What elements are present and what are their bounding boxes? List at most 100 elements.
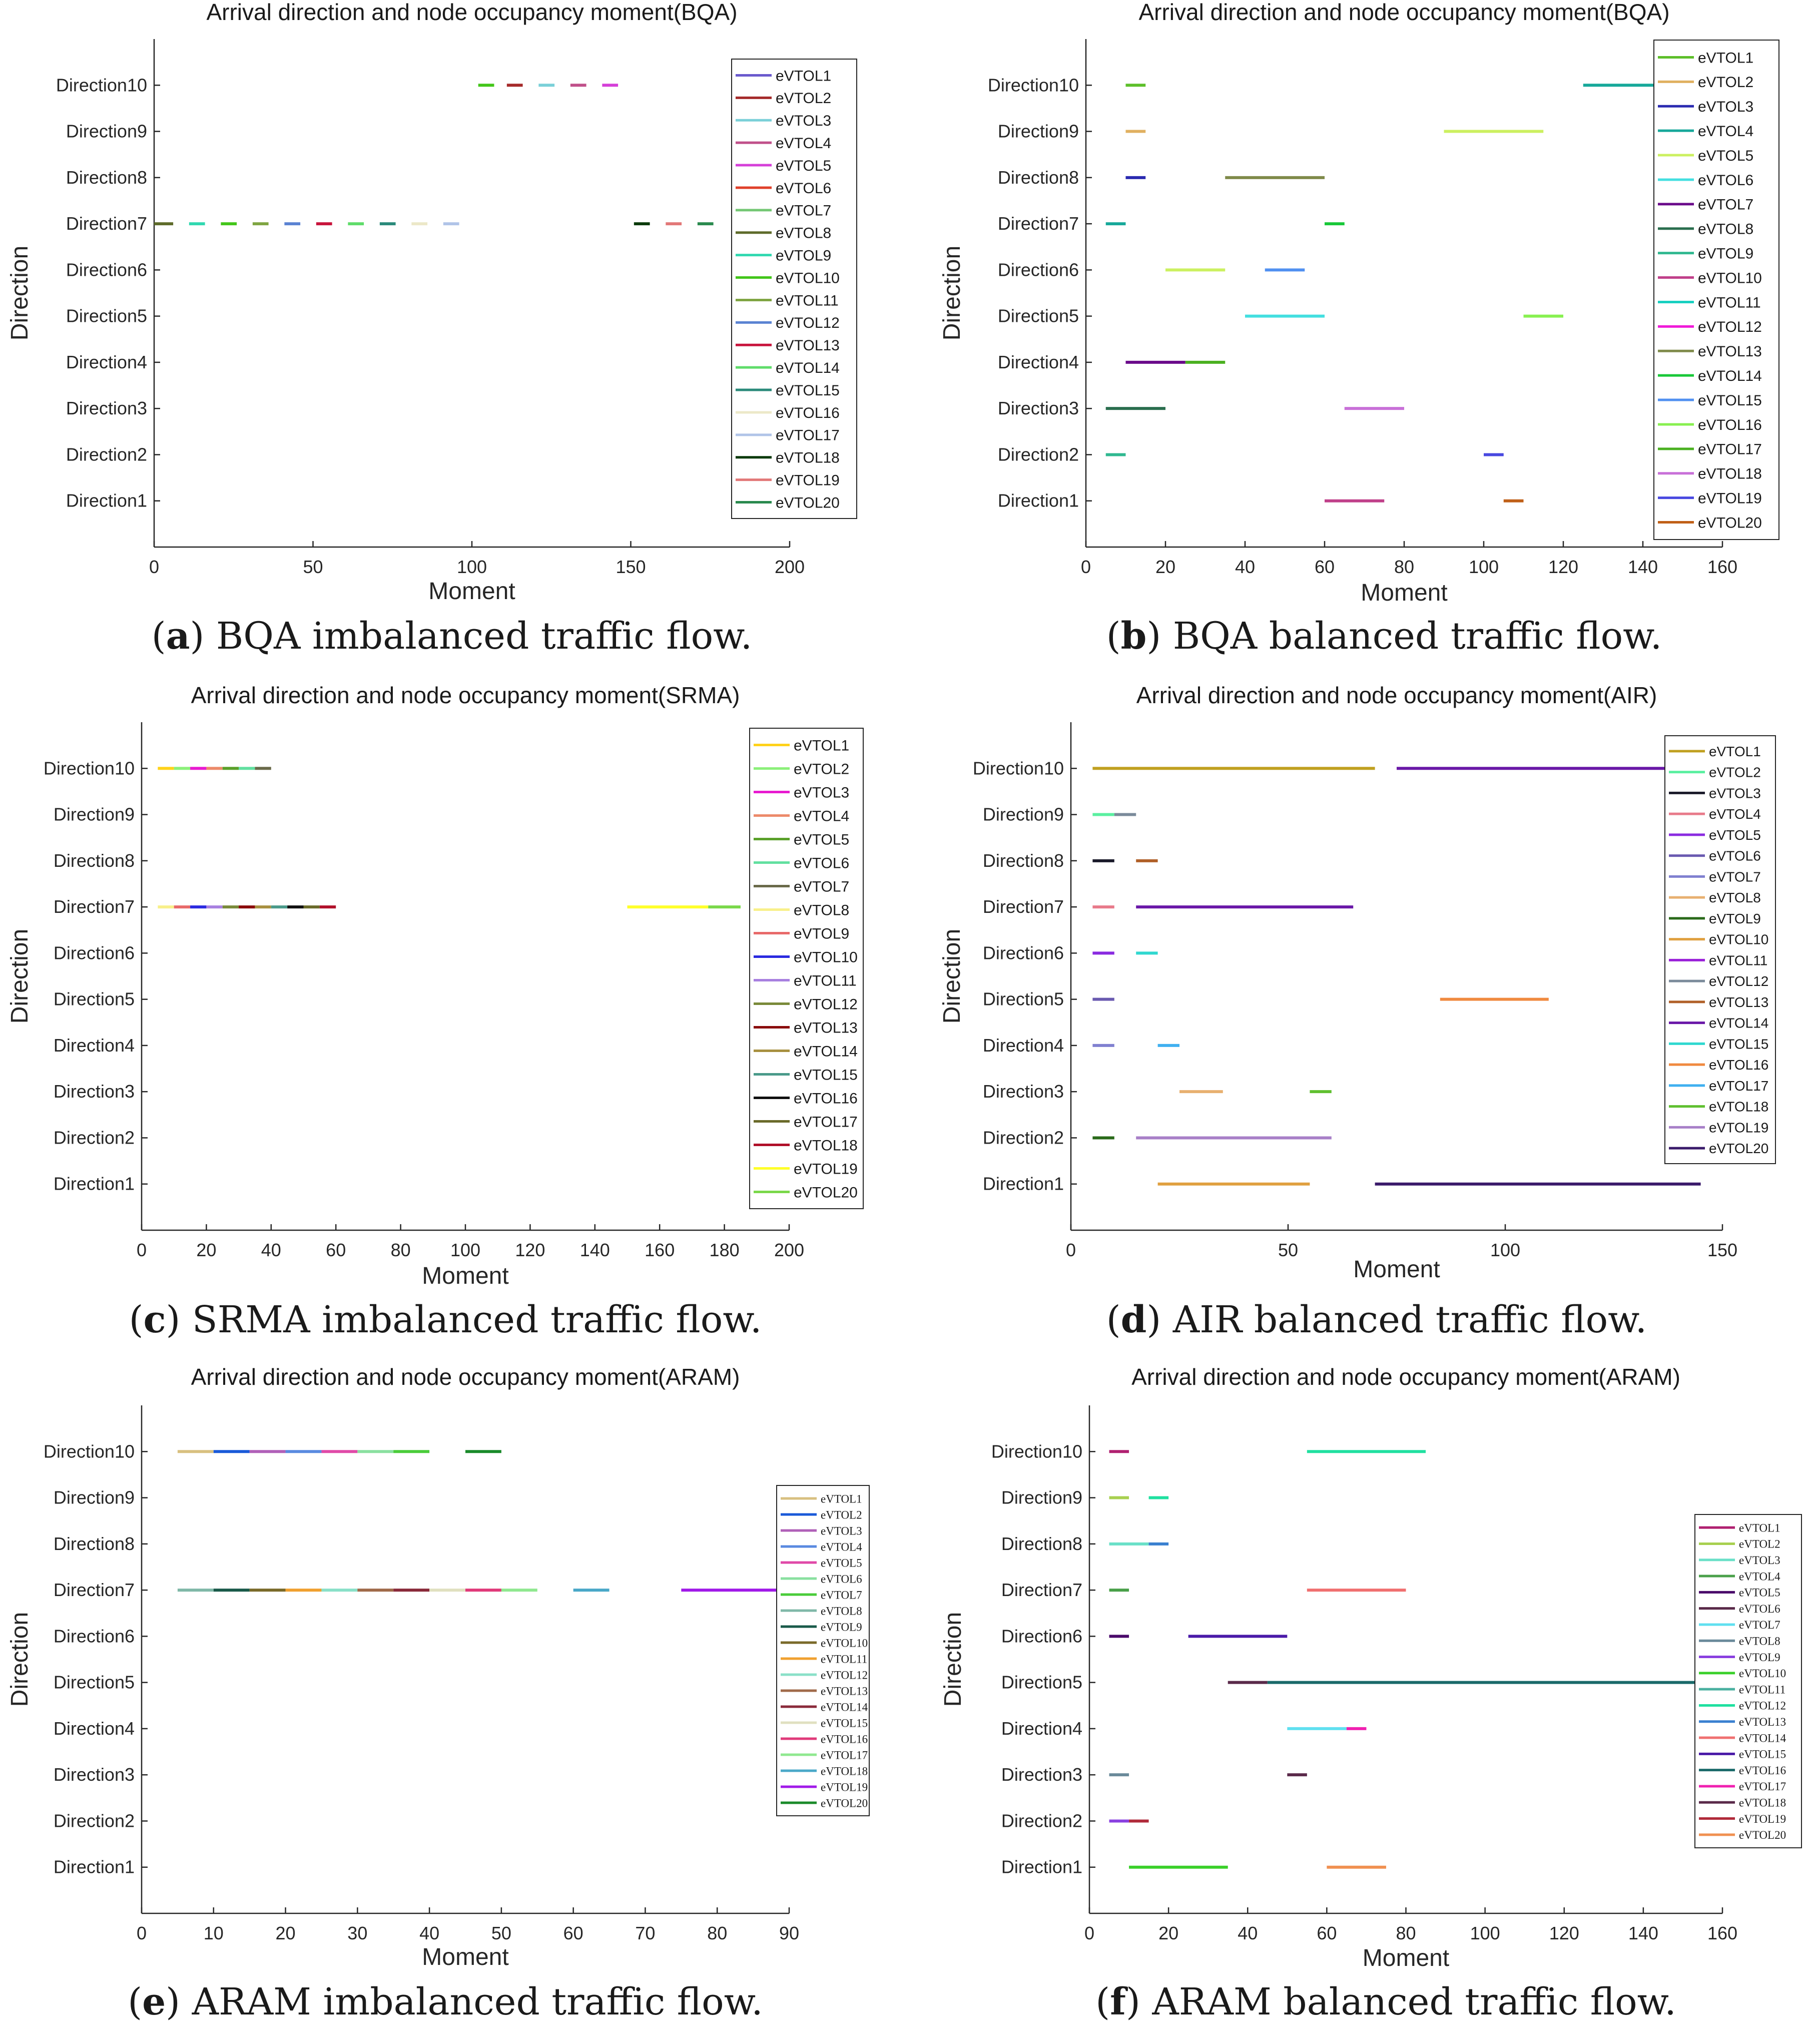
legend-label: eVTOL13 [776, 337, 840, 354]
legend-label: eVTOL6 [776, 180, 831, 197]
legend-label: eVTOL6 [1739, 1603, 1780, 1615]
y-tick-label: Direction9 [54, 1487, 135, 1508]
y-tick-label: Direction4 [54, 1718, 135, 1739]
y-axis-label: Direction [7, 246, 33, 340]
x-tick-label: 60 [1317, 1923, 1337, 1943]
legend-label: eVTOL10 [1698, 270, 1762, 286]
legend-label: eVTOL9 [1709, 911, 1761, 926]
legend-label: eVTOL10 [821, 1637, 868, 1649]
caption: (b) BQA balanced traffic flow. [1106, 615, 1662, 658]
legend-label: eVTOL16 [1739, 1764, 1786, 1777]
x-tick-label: 40 [419, 1923, 439, 1943]
legend-label: eVTOL14 [1698, 368, 1762, 384]
legend-label: eVTOL9 [1698, 245, 1753, 262]
legend-label: eVTOL20 [1709, 1141, 1768, 1156]
legend-label: eVTOL1 [1739, 1521, 1780, 1534]
y-tick-label: Direction4 [1001, 1718, 1082, 1739]
caption-label: f [1110, 1980, 1128, 2023]
legend-label: eVTOL19 [1698, 490, 1762, 506]
y-tick-label: Direction3 [1001, 1764, 1082, 1785]
legend-label: eVTOL13 [1739, 1716, 1786, 1728]
chart-panel-f: Arrival direction and node occupancy mom… [940, 1364, 1802, 2023]
legend-label: eVTOL3 [1698, 99, 1753, 115]
legend-label: eVTOL14 [794, 1043, 858, 1060]
caption-label: c [143, 1298, 166, 1341]
legend-label: eVTOL3 [1709, 785, 1761, 801]
legend-label: eVTOL16 [1698, 417, 1762, 433]
legend-label: eVTOL2 [1739, 1538, 1780, 1551]
legend-box [749, 728, 864, 1209]
y-tick-label: Direction5 [983, 989, 1064, 1009]
legend-label: eVTOL18 [1739, 1797, 1786, 1809]
x-tick-label: 0 [137, 1240, 147, 1260]
y-tick-label: Direction10 [988, 75, 1079, 95]
legend-label: eVTOL6 [794, 855, 849, 871]
legend-label: eVTOL13 [821, 1685, 868, 1697]
legend-label: eVTOL17 [776, 427, 840, 444]
caption-paren: ( [1106, 1298, 1121, 1341]
y-tick-label: Direction2 [54, 1127, 135, 1148]
x-tick-label: 150 [616, 557, 646, 577]
legend-box [1664, 735, 1776, 1164]
caption-text: SRMA imbalanced traffic flow. [180, 1298, 762, 1341]
legend-label: eVTOL17 [1739, 1780, 1786, 1793]
y-tick-label: Direction1 [66, 490, 147, 511]
legend-label: eVTOL12 [821, 1669, 868, 1681]
y-tick-label: Direction5 [54, 1672, 135, 1693]
y-tick-label: Direction2 [1001, 1810, 1082, 1831]
legend-label: eVTOL13 [1709, 994, 1768, 1010]
x-tick-label: 100 [450, 1240, 480, 1260]
y-tick-label: Direction1 [1001, 1857, 1082, 1877]
caption-paren: ( [129, 1298, 144, 1341]
chart-title: Arrival direction and node occupancy mom… [1131, 1364, 1680, 1390]
y-tick-label: Direction9 [54, 804, 135, 825]
caption-paren: ) [190, 615, 205, 658]
legend-label: eVTOL5 [1739, 1587, 1780, 1599]
x-tick-label: 120 [515, 1240, 545, 1260]
caption-paren: ( [128, 1980, 142, 2023]
x-tick-label: 50 [303, 557, 323, 577]
legend-label: eVTOL5 [776, 158, 831, 174]
y-tick-label: Direction6 [54, 1626, 135, 1646]
legend-label: eVTOL1 [1698, 50, 1753, 66]
x-tick-label: 0 [1084, 1923, 1094, 1943]
legend-label: eVTOL10 [1709, 932, 1768, 947]
chart-panel-a: Arrival direction and node occupancy mom… [7, 0, 857, 658]
x-tick-label: 160 [645, 1240, 675, 1260]
legend-label: eVTOL20 [776, 494, 840, 511]
legend-label: eVTOL8 [794, 902, 849, 918]
legend-label: eVTOL16 [1709, 1057, 1768, 1073]
x-tick-label: 200 [774, 1240, 804, 1260]
x-tick-label: 10 [204, 1923, 224, 1943]
x-tick-label: 0 [137, 1923, 147, 1943]
x-tick-label: 90 [779, 1923, 799, 1943]
x-axis-label: Moment [1361, 580, 1447, 606]
legend-label: eVTOL6 [821, 1573, 862, 1585]
x-tick-label: 100 [1490, 1240, 1520, 1260]
chart-title: Arrival direction and node occupancy mom… [206, 0, 737, 25]
x-tick-label: 20 [196, 1240, 216, 1260]
x-tick-label: 40 [1235, 557, 1255, 577]
legend-label: eVTOL16 [821, 1733, 868, 1745]
y-tick-label: Direction6 [1001, 1626, 1082, 1646]
x-tick-label: 200 [775, 557, 805, 577]
caption-text: BQA imbalanced traffic flow. [204, 615, 752, 658]
legend-label: eVTOL1 [776, 68, 831, 84]
y-tick-label: Direction6 [983, 942, 1064, 963]
y-tick-label: Direction1 [983, 1174, 1064, 1194]
y-tick-label: Direction3 [998, 398, 1079, 418]
y-tick-label: Direction7 [998, 213, 1079, 234]
y-tick-label: Direction4 [983, 1035, 1064, 1056]
caption-paren: ( [1106, 615, 1121, 658]
legend-label: eVTOL15 [794, 1067, 858, 1083]
legend-label: eVTOL17 [1709, 1078, 1768, 1094]
x-tick-label: 20 [1158, 1923, 1178, 1943]
legend: eVTOL1 eVTOL2 eVTOL3 eVTOL4 eVTOL5 eVTOL6 eVTO… [731, 59, 857, 519]
legend-label: eVTOL1 [1709, 744, 1761, 759]
legend-label: eVTOL4 [821, 1541, 862, 1553]
legend-label: eVTOL10 [1739, 1667, 1786, 1680]
caption-text: ARAM balanced traffic flow. [1140, 1980, 1676, 2023]
y-tick-label: Direction8 [66, 167, 147, 188]
x-tick-label: 0 [149, 557, 159, 577]
